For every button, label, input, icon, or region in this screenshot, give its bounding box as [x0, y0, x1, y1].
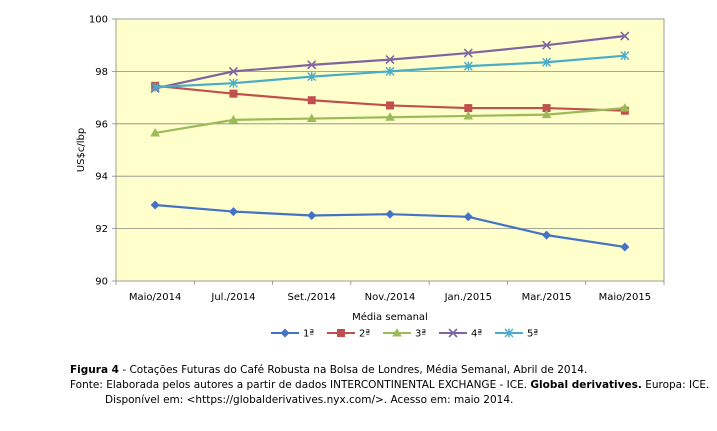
data-point: [229, 89, 238, 98]
y-axis: 90 92 94 96 98 100: [89, 15, 116, 288]
data-point: [464, 104, 473, 113]
source-line: Fonte: Elaborada pelos autores a partir …: [70, 378, 710, 393]
y-tick-label: 92: [95, 224, 108, 235]
data-point: [150, 127, 160, 137]
legend-label: 2ª: [359, 329, 370, 340]
data-point: [306, 113, 317, 123]
x-tick-label: Jul./2014: [210, 292, 255, 303]
series-3ª: [150, 103, 630, 137]
data-point: [385, 55, 395, 65]
x-tick-label: Maio/2014: [129, 292, 181, 303]
data-point: [620, 103, 630, 112]
legend-label: 3ª: [415, 329, 426, 340]
data-point: [337, 329, 345, 337]
y-tick-label: 90: [95, 277, 108, 288]
y-tick-label: 94: [95, 172, 108, 183]
source-bold: Global derivatives.: [530, 379, 642, 391]
data-point: [542, 40, 552, 50]
source-prefix: Fonte: Elaborada pelos autores a partir …: [70, 379, 531, 391]
y-tick-label: 96: [95, 119, 108, 130]
data-point: [228, 66, 238, 76]
data-point: [541, 109, 552, 119]
data-point: [463, 110, 474, 120]
availability-line: Disponível em: <https://globalderivative…: [105, 394, 514, 406]
data-point: [392, 328, 402, 337]
figure-label: Figura 4: [70, 364, 119, 376]
series-4ª: [150, 31, 630, 93]
y-tick-label: 100: [89, 15, 108, 26]
data-point: [620, 51, 630, 61]
y-tick-label: 98: [95, 67, 108, 78]
data-point: [385, 209, 395, 219]
data-point: [307, 96, 316, 105]
data-point: [620, 31, 630, 41]
data-point: [280, 328, 290, 338]
data-point: [386, 101, 394, 110]
data-point: [620, 242, 630, 252]
data-point: [542, 57, 552, 67]
series-5ª: [150, 51, 630, 92]
data-point: [150, 82, 160, 92]
data-point: [307, 60, 317, 70]
data-point: [228, 114, 239, 124]
legend-item: 3ª: [383, 328, 426, 340]
x-axis: Maio/2014 Jul./2014 Set./2014 Nov./2014 Jan.…: [115, 281, 665, 303]
data-point: [463, 212, 473, 222]
legend-item: 1ª: [271, 328, 314, 340]
data-point: [385, 112, 395, 121]
line-chart: 90 92 94 96 98 100 Maio/2014 Jul./2014 Set./201…: [76, 15, 665, 340]
data-point: [504, 328, 514, 338]
data-point: [150, 200, 160, 210]
data-point: [463, 61, 473, 71]
legend-label: 4ª: [471, 329, 482, 340]
data-point: [228, 78, 238, 88]
x-axis-title: Média semanal: [352, 311, 428, 323]
legend-item: 2ª: [327, 329, 370, 340]
data-point: [542, 104, 551, 113]
legend-label: 5ª: [527, 329, 538, 340]
data-point: [385, 66, 395, 76]
data-point: [228, 207, 238, 217]
series-group: [150, 31, 630, 252]
y-axis-title: US$c/lbp: [76, 128, 87, 172]
x-tick-label: Nov./2014: [365, 292, 416, 303]
legend-item: 5ª: [495, 328, 538, 340]
x-tick-label: Jan./2015: [444, 292, 492, 303]
x-tick-label: Mar./2015: [522, 292, 572, 303]
x-tick-label: Set./2014: [288, 292, 336, 303]
data-point: [307, 211, 317, 220]
data-point: [307, 72, 317, 82]
x-tick-label: Maio/2015: [599, 292, 651, 303]
figure-text: - Cotações Futuras do Café Robusta na Bo…: [119, 364, 588, 376]
plot-area: [115, 18, 665, 282]
data-point: [463, 48, 473, 58]
legend: 1ª 2ª 3ª 4ª 5ª: [271, 328, 538, 340]
data-point: [448, 328, 458, 338]
legend-label: 1ª: [303, 329, 314, 340]
legend-item: 4ª: [439, 328, 482, 340]
data-point: [542, 230, 552, 240]
source-suffix: Europa: ICE.: [641, 379, 710, 391]
figure-caption: Figura 4 - Cotações Futuras do Café Robu…: [70, 363, 710, 378]
series-1ª: [150, 200, 630, 252]
